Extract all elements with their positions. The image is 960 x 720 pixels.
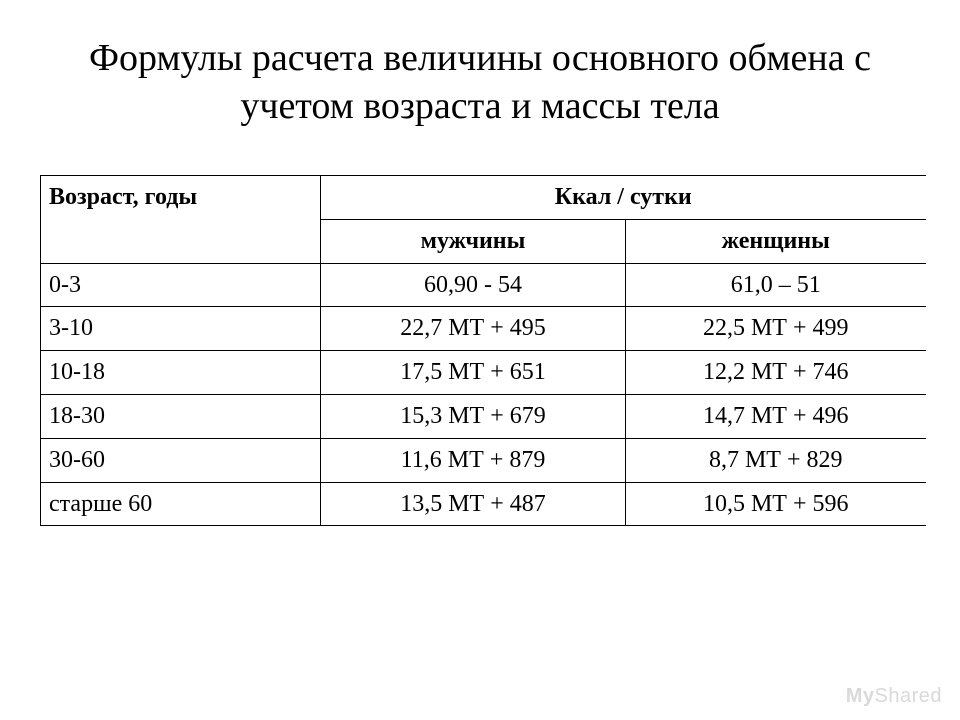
cell-age: 30-60 [41, 438, 321, 482]
page-title: Формулы расчета величины основного обмен… [40, 35, 920, 130]
cell-women: 22,5 МТ + 499 [626, 307, 926, 351]
watermark: MyShared [846, 685, 942, 708]
col-header-women: женщины [626, 219, 926, 263]
table-row: 3-10 22,7 МТ + 495 22,5 МТ + 499 [41, 307, 926, 351]
table-row: 0-3 60,90 - 54 61,0 – 51 [41, 263, 926, 307]
cell-age: старше 60 [41, 482, 321, 526]
bmr-table: Возраст, годы Ккал / сутки мужчины женщи… [40, 175, 926, 526]
cell-women: 12,2 МТ + 746 [626, 351, 926, 395]
cell-women: 10,5 МТ + 596 [626, 482, 926, 526]
table-row: 10-18 17,5 МТ + 651 12,2 МТ + 746 [41, 351, 926, 395]
cell-men: 22,7 МТ + 495 [321, 307, 626, 351]
table-row: старше 60 13,5 МТ + 487 10,5 МТ + 596 [41, 482, 926, 526]
table-row: 30-60 11,6 МТ + 879 8,7 МТ + 829 [41, 438, 926, 482]
cell-age: 18-30 [41, 394, 321, 438]
cell-men: 15,3 МТ + 679 [321, 394, 626, 438]
cell-age: 3-10 [41, 307, 321, 351]
col-header-kcal: Ккал / сутки [321, 176, 926, 220]
col-header-men: мужчины [321, 219, 626, 263]
cell-women: 61,0 – 51 [626, 263, 926, 307]
cell-men: 11,6 МТ + 879 [321, 438, 626, 482]
table-header-row-1: Возраст, годы Ккал / сутки [41, 176, 926, 220]
cell-men: 13,5 МТ + 487 [321, 482, 626, 526]
col-header-age: Возраст, годы [41, 176, 321, 264]
table-row: 18-30 15,3 МТ + 679 14,7 МТ + 496 [41, 394, 926, 438]
watermark-shared: Shared [875, 685, 943, 707]
slide: Формулы расчета величины основного обмен… [0, 0, 960, 720]
cell-age: 0-3 [41, 263, 321, 307]
cell-women: 14,7 МТ + 496 [626, 394, 926, 438]
watermark-my: My [846, 685, 875, 707]
cell-men: 60,90 - 54 [321, 263, 626, 307]
cell-age: 10-18 [41, 351, 321, 395]
cell-women: 8,7 МТ + 829 [626, 438, 926, 482]
cell-men: 17,5 МТ + 651 [321, 351, 626, 395]
